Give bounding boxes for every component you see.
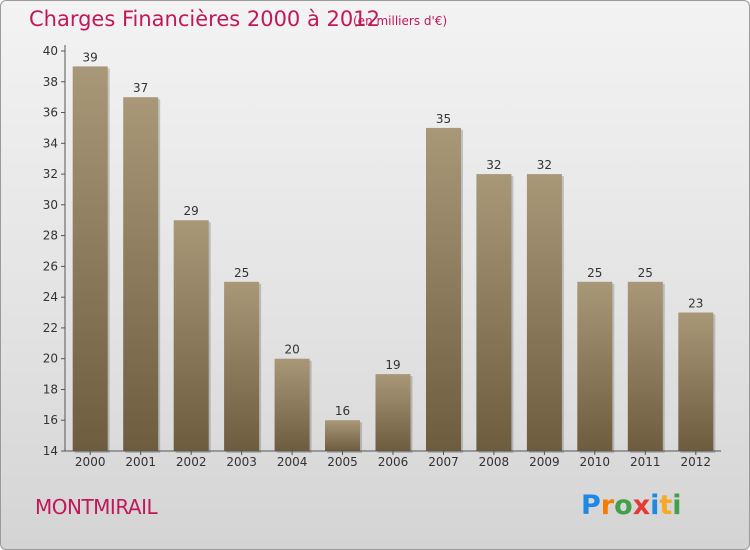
bar[interactable] [173, 220, 209, 451]
bar[interactable] [72, 66, 108, 452]
bar-value-label: 37 [133, 81, 148, 95]
x-tick-label: 2002 [176, 455, 207, 469]
x-tick-label: 2012 [681, 455, 712, 469]
y-tick-label: 16 [43, 413, 58, 427]
x-tick-label: 2001 [125, 455, 156, 469]
bar-value-label: 39 [83, 50, 98, 64]
bar[interactable] [123, 97, 159, 451]
y-tick-label: 30 [43, 198, 58, 212]
x-tick-label: 2000 [75, 455, 106, 469]
bar-value-label: 29 [184, 204, 199, 218]
y-tick-label: 36 [43, 106, 58, 120]
y-tick-label: 20 [43, 352, 58, 366]
chart-title: Charges Financières 2000 à 2012 [29, 7, 380, 31]
bar[interactable] [476, 174, 512, 451]
axes-group: 2000 2001 2002 2003 2004 2005 2006 2007 2008 2009… [43, 44, 721, 469]
proxiti-logo[interactable]: Proxiti [581, 490, 682, 521]
bar[interactable] [274, 358, 310, 451]
y-tick-label: 34 [43, 136, 58, 150]
chart-subtitle: (en milliers d'€) [353, 14, 448, 28]
logo-letter: r [600, 490, 615, 521]
logo-letter: o [614, 490, 633, 521]
x-tick-label: 2008 [479, 455, 510, 469]
bar-value-label: 32 [537, 158, 552, 172]
x-tick-label: 2003 [226, 455, 257, 469]
x-tick-label: 2005 [327, 455, 358, 469]
bar-value-label: 32 [486, 158, 501, 172]
logo-letter: i [672, 490, 682, 521]
bar[interactable] [627, 281, 663, 451]
bar-value-label: 25 [638, 266, 653, 280]
x-tick-label: 2004 [277, 455, 308, 469]
y-tick-label: 24 [43, 290, 58, 304]
y-tick-label: 28 [43, 229, 58, 243]
x-tick-label: 2007 [428, 455, 459, 469]
bar-value-label: 25 [587, 266, 602, 280]
bar-value-label: 25 [234, 266, 249, 280]
bar[interactable] [325, 420, 360, 451]
x-tick-label: 2009 [529, 455, 560, 469]
bar[interactable] [426, 127, 461, 452]
bar-value-label: 35 [436, 112, 451, 126]
bar[interactable] [678, 312, 714, 452]
x-tick-label: 2011 [630, 455, 661, 469]
logo-letter: i [650, 490, 660, 521]
bar[interactable] [526, 174, 562, 451]
y-tick-label: 26 [43, 259, 58, 273]
bar-value-label: 19 [385, 358, 400, 372]
bars-group: 39 37 29 25 20 16 19 35 32 32 25 25 23 [72, 50, 716, 454]
y-tick-label: 40 [43, 44, 58, 58]
bar[interactable] [577, 281, 613, 451]
logo-letter: x [632, 490, 651, 521]
bar[interactable] [375, 374, 411, 451]
city-name: MONTMIRAIL [35, 495, 158, 519]
y-tick-label: 38 [43, 75, 58, 89]
y-tick-label: 22 [43, 321, 58, 335]
x-tick-label: 2006 [378, 455, 409, 469]
logo-letter: t [659, 490, 673, 521]
y-tick-label: 18 [43, 383, 58, 397]
bar-value-label: 23 [688, 297, 703, 311]
y-tick-label: 14 [43, 444, 58, 458]
bar-value-label: 16 [335, 404, 350, 418]
logo-letter: P [581, 490, 601, 521]
bar[interactable] [224, 281, 260, 451]
y-tick-label: 32 [43, 167, 58, 181]
bar-value-label: 20 [284, 343, 299, 357]
x-tick-label: 2010 [580, 455, 611, 469]
